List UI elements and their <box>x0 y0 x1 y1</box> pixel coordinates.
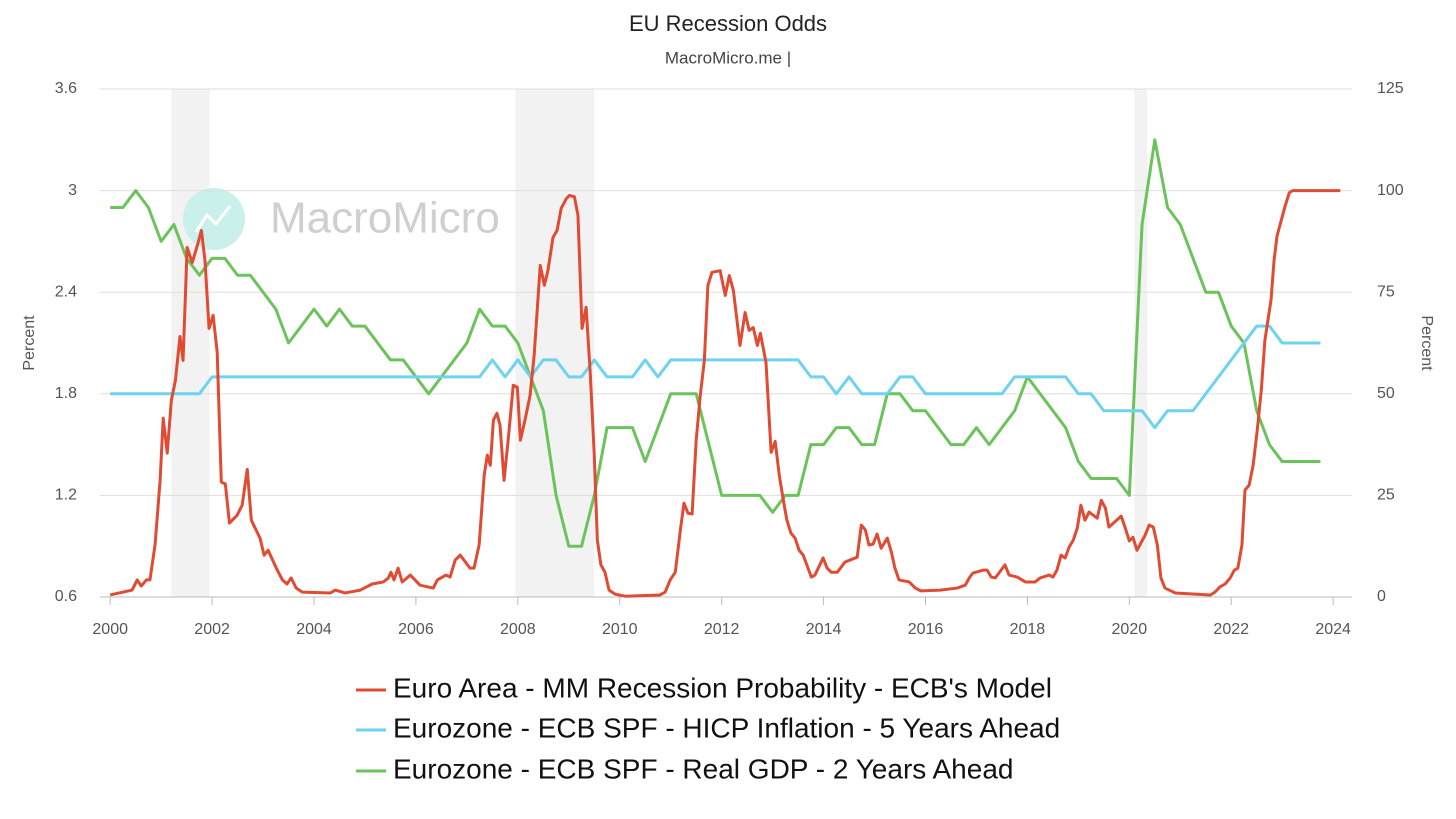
x-tick-label: 2016 <box>908 621 944 638</box>
legend-label: Eurozone - ECB SPF - Real GDP - 2 Years … <box>393 753 1013 784</box>
legend-label: Eurozone - ECB SPF - HICP Inflation - 5 … <box>393 712 1060 743</box>
x-tick-label: 2010 <box>602 621 638 638</box>
x-tick-label: 2006 <box>398 621 434 638</box>
x-tick-label: 2014 <box>806 621 842 638</box>
watermark-logo <box>183 188 245 250</box>
x-tick-label: 2022 <box>1213 621 1249 638</box>
watermark-logo-icon <box>194 205 232 233</box>
legend-item[interactable]: Eurozone - ECB SPF - Real GDP - 2 Years … <box>356 753 1013 784</box>
y2-tick-label: 25 <box>1377 487 1395 504</box>
y2-tick-label: 100 <box>1377 182 1404 199</box>
y-tick-label: 1.8 <box>55 385 77 402</box>
x-tick-label: 2000 <box>92 621 128 638</box>
legend-item[interactable]: Eurozone - ECB SPF - HICP Inflation - 5 … <box>356 712 1060 743</box>
x-tick-label: 2024 <box>1315 621 1351 638</box>
series-line <box>110 324 1321 430</box>
series-line <box>110 138 1321 548</box>
y2-tick-label: 125 <box>1377 80 1404 97</box>
y2-tick-label: 0 <box>1377 588 1386 605</box>
chart-subtitle: MacroMicro.me | <box>665 48 791 67</box>
y-tick-label: 2.4 <box>55 283 77 300</box>
x-tick-label: 2012 <box>704 621 740 638</box>
recession-band <box>515 89 595 597</box>
legend-label: Euro Area - MM Recession Probability - E… <box>393 672 1052 703</box>
x-tick-label: 2002 <box>194 621 230 638</box>
series-line <box>109 189 1341 598</box>
legend-item[interactable]: Euro Area - MM Recession Probability - E… <box>356 672 1052 703</box>
y-tick-label: 1.2 <box>55 487 77 504</box>
watermark: MacroMicro <box>270 194 500 243</box>
y-tick-label: 0.6 <box>55 588 77 605</box>
x-tick-label: 2004 <box>296 621 332 638</box>
x-tick-label: 2008 <box>500 621 536 638</box>
y-axis-title: Percent <box>21 315 38 371</box>
y2-axis-title: Percent <box>1418 315 1435 371</box>
y2-tick-label: 75 <box>1377 283 1395 300</box>
chart-title: EU Recession Odds <box>629 11 827 36</box>
y-tick-label: 3.6 <box>55 80 77 97</box>
y-tick-label: 3 <box>68 182 77 199</box>
x-tick-label: 2018 <box>1010 621 1046 638</box>
y2-tick-label: 50 <box>1377 385 1395 402</box>
recession-band <box>171 89 210 597</box>
x-tick-label: 2020 <box>1112 621 1148 638</box>
